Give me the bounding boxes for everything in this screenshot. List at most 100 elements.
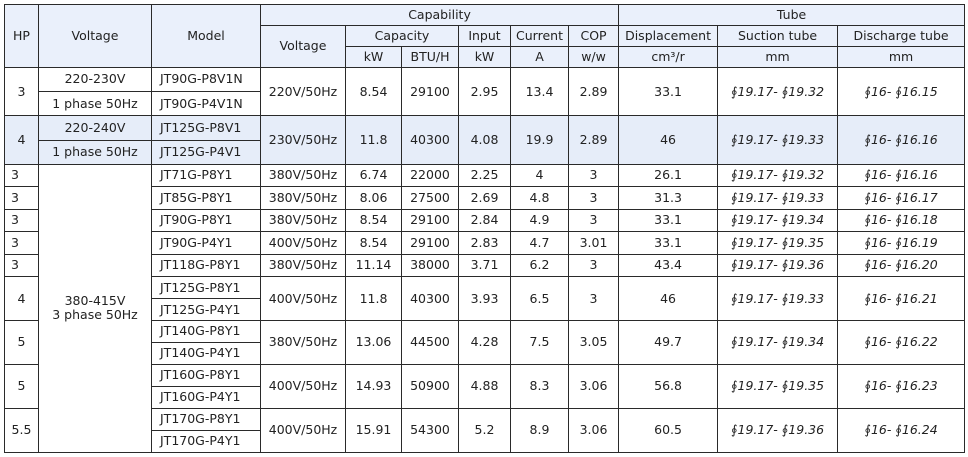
suction-cell: ∮19.17- ∮19.32 — [717, 66, 839, 117]
hp-cell: 5.5 — [4, 407, 39, 454]
discharge-cell: ∮16- ∮16.23 — [837, 364, 966, 409]
input-cell: 2.25 — [458, 163, 511, 188]
model-cell: JT90G-P8V1N — [151, 66, 261, 93]
unit-a: A — [510, 46, 569, 68]
kw-cell: 14.93 — [345, 364, 402, 409]
model-cell: JT85G-P8Y1 — [151, 186, 261, 210]
hp-cell: 5 — [4, 320, 39, 366]
displacement-cell: 56.8 — [618, 364, 719, 409]
suction-cell: ∮19.17- ∮19.33 — [717, 115, 839, 165]
header-capacity: Capacity — [345, 25, 459, 47]
voltage-cell: 400V/50Hz — [260, 231, 346, 255]
input-cell: 5.2 — [458, 407, 511, 454]
voltage-group-line1: 220-230V — [38, 66, 152, 93]
hp-cell: 4 — [4, 276, 39, 322]
suction-cell: ∮19.17- ∮19.35 — [717, 231, 839, 255]
suction-cell: ∮19.17- ∮19.33 — [717, 276, 839, 322]
cop-cell: 3.06 — [567, 407, 620, 454]
table-row: 3 220-230V JT90G-P8V1N 220V/50Hz 8.54 29… — [4, 66, 966, 117]
suction-cell: ∮19.17- ∮19.35 — [717, 364, 839, 409]
displacement-cell: 33.1 — [618, 231, 719, 255]
current-cell: 6.2 — [510, 253, 569, 278]
voltage-cell: 220V/50Hz — [260, 66, 346, 117]
voltage-group-cell: 380-415V 3 phase 50Hz — [38, 163, 152, 454]
kw-cell: 15.91 — [345, 407, 402, 454]
cop-cell: 3.01 — [567, 231, 620, 255]
model-cell: JT125G-P4V1 — [151, 139, 261, 165]
unit-btuh: BTU/H — [401, 46, 459, 68]
voltage-group-line2: 3 phase 50Hz — [52, 307, 138, 323]
model-cell: JT125G-P4Y1 — [151, 298, 261, 322]
kw-cell: 11.8 — [345, 115, 402, 165]
unit-input-kw: kW — [458, 46, 511, 68]
discharge-cell: ∮16- ∮16.24 — [837, 407, 966, 454]
header-tube: Tube — [618, 4, 966, 26]
current-cell: 6.5 — [510, 276, 569, 322]
voltage-cell: 380V/50Hz — [260, 186, 346, 210]
hp-cell: 3 — [4, 66, 39, 117]
table-row: 5 JT140G-P8Y1 380V/50Hz 13.06 44500 4.28… — [4, 320, 966, 366]
hp-cell: 3 — [4, 163, 39, 188]
current-cell: 19.9 — [510, 115, 569, 165]
input-cell: 2.95 — [458, 66, 511, 117]
input-cell: 2.69 — [458, 186, 511, 210]
suction-cell: ∮19.17- ∮19.36 — [717, 407, 839, 454]
discharge-cell: ∮16- ∮16.20 — [837, 253, 966, 278]
model-cell: JT71G-P8Y1 — [151, 163, 261, 188]
table-row: 1 phase 50Hz JT90G-P4V1N — [5, 91, 965, 117]
model-cell: JT140G-P4Y1 — [151, 342, 261, 366]
table-row: 1 phase 50Hz JT125G-P4V1 — [5, 139, 965, 165]
model-cell: JT90G-P8Y1 — [151, 208, 261, 233]
voltage-group-line2: 1 phase 50Hz — [38, 91, 152, 117]
btuh-cell: 29100 — [401, 66, 459, 117]
cop-cell: 3 — [567, 186, 620, 210]
discharge-cell: ∮16- ∮16.21 — [837, 276, 966, 322]
btuh-cell: 40300 — [401, 276, 459, 322]
table-row: 3 380-415V 3 phase 50Hz JT71G-P8Y1 380V/… — [4, 163, 966, 454]
cop-cell: 3 — [567, 208, 620, 233]
voltage-group-line1: 380-415V — [64, 293, 126, 309]
hp-cell: 5 — [4, 364, 39, 409]
header-cop: COP — [567, 25, 620, 47]
header-current: Current — [510, 25, 569, 47]
table-row: 5 JT160G-P8Y1 400V/50Hz 14.93 50900 4.88… — [4, 364, 966, 409]
model-cell: JT140G-P8Y1 — [151, 320, 261, 344]
hp-cell: 3 — [4, 231, 39, 255]
btuh-cell: 29100 — [401, 208, 459, 233]
voltage-cell: 400V/50Hz — [260, 364, 346, 409]
btuh-cell: 40300 — [401, 115, 459, 165]
voltage-group-line2: 1 phase 50Hz — [38, 139, 152, 165]
table-row: 3 JT90G-P4Y1 400V/50Hz 8.54 29100 2.83 4… — [4, 231, 966, 255]
kw-cell: 11.14 — [345, 253, 402, 278]
suction-cell: ∮19.17- ∮19.36 — [717, 253, 839, 278]
discharge-cell: ∮16- ∮16.16 — [837, 163, 966, 188]
table-row: 3 JT118G-P8Y1 380V/50Hz 11.14 38000 3.71… — [4, 253, 966, 278]
header-displacement: Displacement — [618, 25, 719, 47]
current-cell: 4.9 — [510, 208, 569, 233]
table-row: 3 JT85G-P8Y1 380V/50Hz 8.06 27500 2.69 4… — [4, 186, 966, 210]
input-cell: 2.84 — [458, 208, 511, 233]
voltage-cell: 400V/50Hz — [260, 276, 346, 322]
discharge-cell: ∮16- ∮16.22 — [837, 320, 966, 366]
displacement-cell: 33.1 — [618, 208, 719, 233]
model-cell: JT90G-P4V1N — [151, 91, 261, 117]
header-model: Model — [151, 4, 261, 68]
current-cell: 4.8 — [510, 186, 569, 210]
header-hp: HP — [4, 4, 39, 68]
kw-cell: 8.54 — [345, 231, 402, 255]
kw-cell: 6.74 — [345, 163, 402, 188]
suction-cell: ∮19.17- ∮19.32 — [717, 163, 839, 188]
displacement-cell: 46 — [618, 276, 719, 322]
table-row: 3 JT90G-P8Y1 380V/50Hz 8.54 29100 2.84 4… — [4, 208, 966, 233]
btuh-cell: 50900 — [401, 364, 459, 409]
table-row: 4 220-240V JT125G-P8V1 230V/50Hz 11.8 40… — [4, 115, 966, 165]
table-row: JT160G-P4Y1 — [5, 386, 965, 409]
model-cell: JT125G-P8Y1 — [151, 276, 261, 300]
btuh-cell: 29100 — [401, 231, 459, 255]
current-cell: 4.7 — [510, 231, 569, 255]
model-cell: JT170G-P8Y1 — [151, 407, 261, 431]
displacement-cell: 43.4 — [618, 253, 719, 278]
displacement-cell: 33.1 — [618, 66, 719, 117]
cop-cell: 3 — [567, 253, 620, 278]
model-cell: JT170G-P4Y1 — [151, 429, 261, 454]
